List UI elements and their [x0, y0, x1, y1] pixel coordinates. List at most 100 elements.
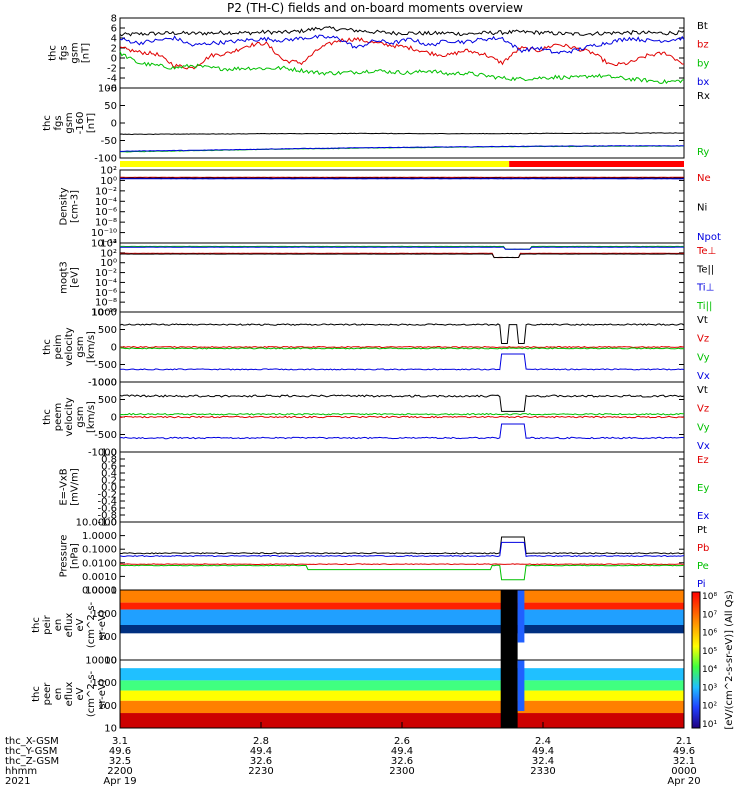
y-tick-label: 0.0001 — [82, 586, 117, 597]
legend-entry: bx — [697, 77, 709, 88]
legend-entry: Vz — [697, 404, 709, 415]
page-title: P2 (TH-C) fields and on-board moments ov… — [227, 1, 523, 15]
colorbar-tick-label: 10⁶ — [702, 629, 717, 639]
y-tick-label: 10⁻⁸ — [95, 218, 117, 229]
series-line — [119, 145, 685, 152]
y-axis-label: thc peim velocity gsm [km/s] — [42, 327, 97, 366]
y-tick-label: 50 — [104, 101, 117, 112]
y-tick-label: 100 — [98, 701, 117, 712]
y-tick-label: 0 — [111, 413, 117, 424]
y-tick-label: 10⁻² — [95, 268, 117, 279]
x-tick-label: 2.6 — [394, 736, 410, 747]
legend-entry: Te⊥ — [696, 246, 716, 257]
colorbar-label: [eV/(cm^2-s-sr-eV)] (All Qs) — [724, 590, 735, 729]
temp-tepar-line — [119, 253, 685, 259]
legend-entry: Ti|| — [696, 301, 712, 312]
y-label-line: velocity — [64, 327, 75, 366]
y-tick-label: 10² — [100, 248, 117, 259]
peer-spectrogram — [119, 659, 685, 729]
y-tick-label: -2 — [107, 64, 117, 75]
x-tick-label: 2.4 — [535, 736, 551, 747]
y-label-line: [nT] — [81, 43, 92, 63]
y-tick-label: 0.0010 — [82, 572, 117, 583]
y-tick-label: 10000 — [85, 586, 117, 597]
y-label-line: E=-VxB — [59, 468, 70, 505]
y-tick-label: 10⁻⁴ — [95, 278, 117, 289]
y-tick-label: -100 — [94, 154, 117, 165]
legend-entry: Ry — [697, 147, 709, 158]
y-tick-label: -1.0 — [97, 518, 117, 529]
y-label-line: eflux — [64, 682, 75, 707]
x-tick-label: 49.4 — [532, 746, 554, 757]
legend-entry: Rx — [697, 91, 710, 102]
x-tick-label: 2.1 — [676, 736, 692, 747]
y-tick-label: -0.8 — [97, 511, 117, 522]
y-tick-label: -1000 — [88, 378, 117, 389]
y-label-line: fgs — [59, 45, 70, 60]
spectrogram-band — [120, 680, 684, 691]
legend-entry: Vx — [697, 441, 710, 452]
colorbar-tick-label: 10⁸ — [702, 592, 717, 602]
y-axis-label: moqt3 [eV] — [59, 261, 81, 294]
spectrogram-event — [500, 660, 518, 728]
y-label-line: [nT] — [86, 113, 97, 133]
x-tick-label: 49.6 — [109, 746, 131, 757]
y-tick-label: 1000 — [92, 308, 117, 319]
series-line — [119, 51, 685, 85]
mode-bar-slow — [120, 161, 510, 167]
x-tick-label: 32.4 — [532, 756, 554, 767]
legend-entry: Ni — [697, 203, 707, 214]
y-tick-label: -0.2 — [97, 490, 117, 501]
y-tick-label: 0.4 — [101, 469, 117, 480]
y-axis-label: Pressure [nPa] — [59, 535, 81, 578]
pressure-pb-line — [119, 563, 685, 566]
y-label-line: thc — [48, 45, 59, 61]
y-tick-label: 1000 — [92, 678, 117, 689]
panel-frame — [119, 17, 685, 89]
y-tick-label: 100 — [98, 632, 117, 643]
colorbar — [691, 591, 701, 729]
y-label-line: (cm^2-s- — [86, 601, 97, 648]
spectrogram-band — [120, 668, 684, 681]
legend-entry: Ti⊥ — [696, 283, 714, 294]
x-tick-label: Apr 20 — [667, 776, 700, 787]
legend-entry: Ez — [697, 455, 709, 466]
series-line — [119, 34, 685, 55]
y-tick-label: 10⁻² — [95, 186, 117, 197]
x-tick-label: 2.8 — [253, 736, 269, 747]
y-tick-label: 0 — [111, 343, 117, 354]
spectrogram-band — [120, 590, 684, 603]
y-tick-label: 0.8 — [101, 455, 117, 466]
y-label-line: fgs — [53, 115, 64, 130]
y-tick-label: 0.1000 — [82, 545, 117, 556]
spectrogram-band — [120, 660, 684, 669]
y-label-line: sr-eV) — [97, 679, 108, 708]
y-tick-label: -6 — [107, 84, 117, 95]
y-tick-label: 10⁻¹² — [91, 239, 117, 250]
y-label-line: sr-eV) — [97, 610, 108, 639]
spectrogram-event-burst — [517, 590, 525, 643]
legend-entry: Vx — [697, 371, 710, 382]
legend-entry: Pi — [697, 579, 706, 590]
colorbar-tick-label: 10⁷ — [702, 610, 717, 620]
x-tick-label: 0000 — [671, 766, 696, 777]
y-tick-label: -500 — [94, 430, 117, 441]
peim-vt-line — [119, 323, 685, 344]
y-axis-label: thc peir en eflux eV (cm^2-s-sr-eV) — [31, 601, 108, 648]
temp-tiperp-line — [120, 246, 684, 250]
y-tick-label: 10⁻⁶ — [95, 288, 117, 299]
y-axis-label: thc peem velocity gsm [km/s] — [42, 397, 97, 436]
spectrogram-band — [120, 625, 684, 634]
y-label-line: en — [53, 619, 64, 632]
y-label-line: eV — [75, 687, 86, 700]
legend-entry: Vz — [697, 334, 709, 345]
pressure-pe-line — [119, 564, 685, 581]
mode-bar-fast — [509, 161, 684, 167]
y-tick-label: 10⁴ — [100, 239, 117, 250]
x-tick-label: 32.1 — [673, 756, 695, 767]
x-tick-label: 2300 — [389, 766, 414, 777]
y-label-line: Density — [59, 187, 70, 225]
y-label-line: gsm — [75, 336, 86, 357]
y-tick-label: 10⁻¹⁰ — [91, 308, 117, 319]
